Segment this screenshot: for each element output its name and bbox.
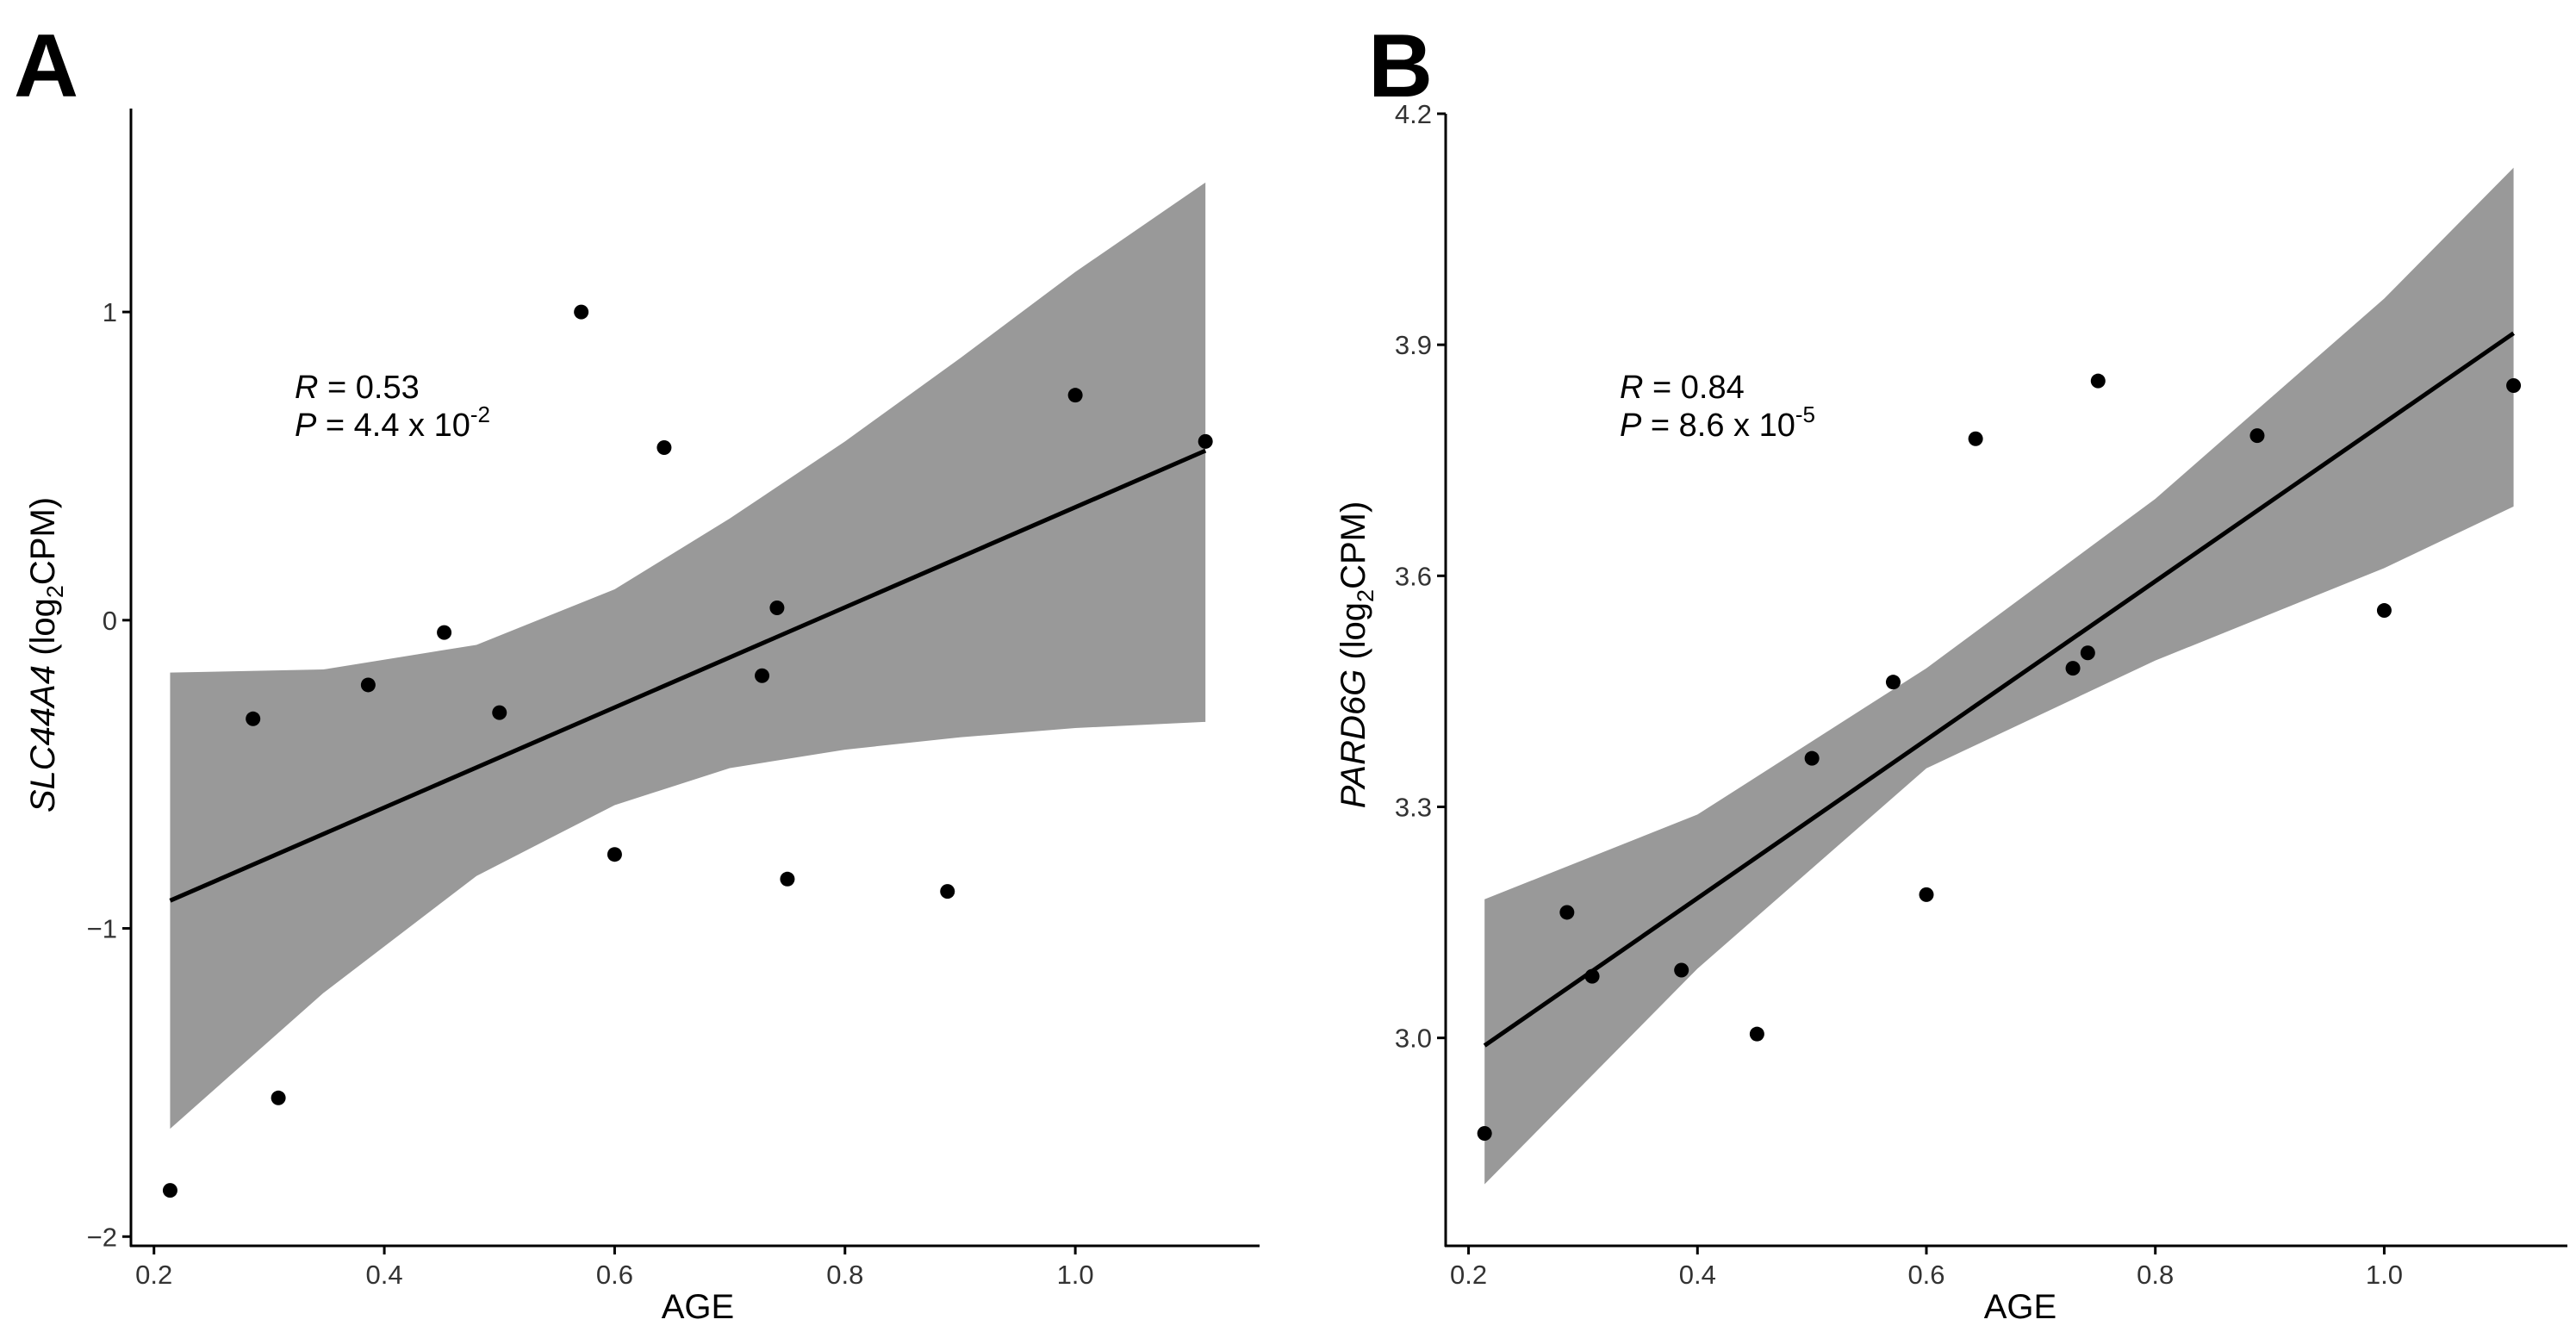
panel-b-data-point-4 <box>1674 962 1689 978</box>
panel-a-data-point-7 <box>574 304 589 320</box>
panel-a-data-point-5 <box>437 625 452 640</box>
panel-a-label: A <box>14 16 78 116</box>
panel-a-data-point-8 <box>607 847 622 862</box>
panel-b-p-value: = 8.6 x 10 <box>1641 408 1795 444</box>
panel-b-p-stat: P = 8.6 x 10-5 <box>1620 401 1815 444</box>
panel-b-y-gene: PARD6G <box>1335 669 1372 809</box>
panel-b-r-value: = 0.84 <box>1643 370 1744 406</box>
panel-b-y-tick-label: 3.3 <box>1395 792 1432 822</box>
panel-b-data-point-14 <box>2376 603 2392 619</box>
panel-a-regression-line <box>169 448 1207 903</box>
panel-a-y-tick-label: −2 <box>87 1222 117 1252</box>
panel-b-y-tick-label: 3.6 <box>1395 561 1432 591</box>
panel-a-x-axis-title: AGE <box>662 1288 734 1326</box>
panel-a-y-tick-label: 1 <box>103 297 117 327</box>
panel-a-y-tick-label: 0 <box>103 606 117 636</box>
panel-a-x-tick-label: 0.6 <box>596 1260 633 1290</box>
panel-b-data-point-9 <box>1968 431 1983 446</box>
panel-b-x-axis-title: AGE <box>1984 1288 2056 1326</box>
panel-b-data-point-7 <box>1885 675 1901 690</box>
panel-b-x-tick-label: 0.2 <box>1450 1260 1487 1290</box>
panel-a-x-tick-label: 0.8 <box>826 1260 863 1290</box>
panel-b: B 0.2 0.4 0.6 0.8 1.0 3.0 3.3 3.6 3.9 4.2 AGE PAR… <box>1335 16 2567 1326</box>
panel-a-data-point-1 <box>162 1183 177 1198</box>
panel-a-confidence-band <box>170 182 1206 1130</box>
panel-a-p-value: = 4.4 x 10 <box>316 408 470 444</box>
panel-b-data-point-6 <box>1804 750 1820 766</box>
panel-a-y-tick-label: −1 <box>87 914 117 944</box>
panel-a-r-value: = 0.53 <box>318 370 419 406</box>
panel-b-data-point-8 <box>1919 887 1934 902</box>
panel-a-data-point-15 <box>1198 433 1213 449</box>
panel-b-y-unit-sub: 2 <box>1353 589 1378 602</box>
panel-a-data-point-11 <box>769 601 785 616</box>
panel-b-data-point-3 <box>1584 968 1600 984</box>
panel-a-data-point-14 <box>1067 388 1083 403</box>
panel-a-data-point-13 <box>940 884 955 899</box>
panel-a-p-exponent: -2 <box>470 401 490 427</box>
panel-a-y-axis-title: SLC44A4 (log2CPM) <box>24 497 68 812</box>
panel-b-y-unit-prefix: (log <box>1335 602 1372 669</box>
panel-a-data-point-2 <box>246 711 261 726</box>
panel-a-p-symbol: P <box>295 408 317 444</box>
panel-b-data-point-12 <box>2090 373 2106 389</box>
panel-b-data-point-2 <box>1559 905 1575 920</box>
panel-b-p-exponent: -5 <box>1795 401 1815 427</box>
panel-b-y-tick-label: 4.2 <box>1395 99 1432 129</box>
panel-b-y-unit-suffix: CPM) <box>1335 501 1372 589</box>
panel-a-data-point-9 <box>656 439 672 455</box>
panel-b-y-axis-title: PARD6G (log2CPM) <box>1335 501 1378 809</box>
panel-a-y-unit-suffix: CPM) <box>24 497 62 585</box>
panel-a-y-unit-prefix: (log <box>24 598 62 665</box>
panel-b-regression-line <box>1483 331 2515 1048</box>
panel-b-data-point-10 <box>2065 661 2081 676</box>
panel-b-data-point-11 <box>2080 645 2095 661</box>
panel-b-x-tick-label: 0.8 <box>2137 1260 2174 1290</box>
panel-a: A 0.2 0.4 0.6 0.8 1.0 −2 −1 0 1 AGE SLC44A4 (log… <box>14 16 1260 1326</box>
panel-b-data-point-13 <box>2249 428 2265 444</box>
panel-a-x-tick-label: 0.2 <box>135 1260 172 1290</box>
panel-a-data-point-3 <box>271 1090 286 1105</box>
panel-b-data-point-15 <box>2506 378 2522 394</box>
panel-b-p-symbol: P <box>1620 408 1642 444</box>
panel-a-data-point-10 <box>755 668 770 683</box>
panel-b-data-point-1 <box>1477 1125 1492 1141</box>
panel-b-y-tick-label: 3.9 <box>1395 330 1432 360</box>
panel-a-r-stat: R = 0.53 <box>295 370 420 406</box>
panel-a-p-stat: P = 4.4 x 10-2 <box>295 401 490 444</box>
panel-b-y-tick-label: 3.0 <box>1395 1024 1432 1054</box>
panel-a-y-unit-sub: 2 <box>42 585 68 598</box>
panel-b-data-point-5 <box>1749 1026 1764 1042</box>
panel-b-x-tick-label: 0.4 <box>1679 1260 1716 1290</box>
panel-b-r-symbol: R <box>1620 370 1643 406</box>
panel-a-data-point-4 <box>360 677 376 693</box>
panel-a-r-symbol: R <box>295 370 318 406</box>
panel-b-x-tick-label: 1.0 <box>2366 1260 2403 1290</box>
panel-a-x-tick-label: 0.4 <box>366 1260 403 1290</box>
panel-a-data-point-6 <box>492 705 507 720</box>
panel-b-label: B <box>1368 16 1433 116</box>
panel-a-x-tick-label: 1.0 <box>1057 1260 1094 1290</box>
panel-a-y-gene: SLC44A4 <box>24 665 62 812</box>
panel-b-x-tick-label: 0.6 <box>1907 1260 1944 1290</box>
panel-b-confidence-band <box>1484 167 2514 1185</box>
panel-a-data-point-12 <box>780 871 795 887</box>
panel-b-r-stat: R = 0.84 <box>1620 370 1745 406</box>
